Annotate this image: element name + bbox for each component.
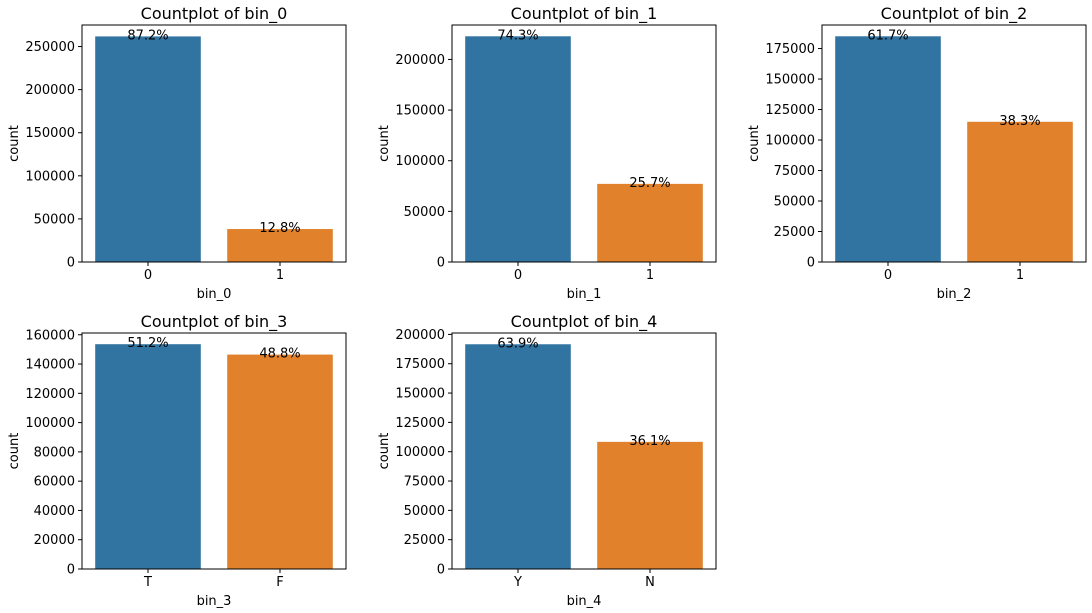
y-tick-label: 150000 bbox=[25, 126, 75, 141]
y-tick-label: 100000 bbox=[395, 445, 445, 460]
y-tick-label: 20000 bbox=[34, 533, 75, 548]
y-tick-label: 250000 bbox=[25, 40, 75, 55]
y-tick-label: 75000 bbox=[404, 475, 445, 490]
axes-frame bbox=[81, 332, 347, 570]
y-tick-label: 60000 bbox=[34, 475, 75, 490]
y-tick-label: 100000 bbox=[395, 154, 445, 169]
chart-title: Countplot of bin_2 bbox=[881, 4, 1028, 24]
y-tick-label: 150000 bbox=[395, 387, 445, 402]
x-axis-label: bin_0 bbox=[197, 287, 232, 302]
x-tick-label: T bbox=[143, 575, 152, 590]
chart-title: Countplot of bin_1 bbox=[511, 4, 658, 24]
y-tick-label: 200000 bbox=[395, 53, 445, 68]
bar-0 bbox=[835, 36, 941, 263]
percent-label: 74.3% bbox=[497, 28, 538, 43]
y-tick-label: 200000 bbox=[25, 83, 75, 98]
x-tick-label: 0 bbox=[514, 268, 522, 283]
chart-title: Countplot of bin_4 bbox=[511, 312, 658, 332]
x-tick-label: 1 bbox=[646, 268, 654, 283]
y-tick-label: 50000 bbox=[34, 212, 75, 227]
x-tick-label: N bbox=[645, 575, 655, 590]
y-tick-label: 200000 bbox=[395, 328, 445, 343]
x-axis-label: bin_3 bbox=[197, 594, 232, 609]
percent-label: 25.7% bbox=[629, 176, 670, 191]
percent-label: 63.9% bbox=[497, 336, 538, 351]
percent-label: 12.8% bbox=[259, 221, 300, 236]
percent-label: 51.2% bbox=[127, 336, 168, 351]
y-tick-label: 50000 bbox=[404, 504, 445, 519]
bar-1 bbox=[227, 229, 333, 262]
subplot-bin_4: 63.9% 36.1% 0 25000 50000 75000 100000 125000 15… bbox=[377, 312, 717, 609]
y-tick-label: 0 bbox=[807, 256, 815, 271]
y-tick-label: 160000 bbox=[25, 328, 75, 343]
axes-frame bbox=[821, 24, 1087, 263]
bar-0 bbox=[95, 36, 201, 262]
y-tick-label: 0 bbox=[437, 563, 445, 578]
x-tick-label: Y bbox=[513, 575, 522, 590]
percent-label: 36.1% bbox=[629, 434, 670, 449]
axes-frame bbox=[81, 24, 347, 263]
y-tick-label: 75000 bbox=[774, 164, 815, 179]
y-tick-label: 120000 bbox=[25, 387, 75, 402]
bar-N bbox=[597, 441, 703, 569]
axes-frame bbox=[451, 24, 717, 263]
y-tick-label: 80000 bbox=[34, 445, 75, 460]
bar-F bbox=[227, 354, 333, 569]
y-axis-label: count bbox=[377, 125, 392, 162]
y-tick-label: 50000 bbox=[404, 205, 445, 220]
y-tick-label: 150000 bbox=[765, 73, 815, 88]
y-tick-label: 0 bbox=[67, 563, 75, 578]
y-axis-label: count bbox=[377, 433, 392, 470]
bar-Y bbox=[465, 344, 571, 569]
percent-label: 61.7% bbox=[867, 28, 908, 43]
x-tick-label: F bbox=[276, 575, 283, 590]
y-tick-label: 50000 bbox=[774, 195, 815, 210]
y-tick-label: 175000 bbox=[765, 42, 815, 57]
y-axis-label: count bbox=[747, 125, 762, 162]
chart-title: Countplot of bin_0 bbox=[141, 4, 288, 24]
y-tick-label: 25000 bbox=[774, 225, 815, 240]
percent-label: 48.8% bbox=[259, 347, 300, 362]
subplot-bin_0: 87.2% 12.8% 0 50000 100000 150000 200000 250000… bbox=[7, 4, 347, 302]
y-tick-label: 0 bbox=[437, 256, 445, 271]
x-tick-label: 0 bbox=[884, 268, 892, 283]
y-tick-label: 125000 bbox=[395, 416, 445, 431]
y-tick-label: 175000 bbox=[395, 357, 445, 372]
y-tick-label: 100000 bbox=[25, 416, 75, 431]
x-tick-label: 1 bbox=[1016, 268, 1024, 283]
axes-frame bbox=[451, 332, 717, 570]
percent-label: 87.2% bbox=[127, 28, 168, 43]
y-tick-label: 100000 bbox=[25, 169, 75, 184]
bar-1 bbox=[967, 121, 1073, 263]
y-axis-label: count bbox=[7, 433, 22, 470]
x-tick-label: 0 bbox=[144, 268, 152, 283]
percent-label: 38.3% bbox=[999, 114, 1040, 129]
bar-0 bbox=[465, 36, 571, 262]
subplot-bin_3: 51.2% 48.8% 0 20000 40000 60000 80000 100000 120… bbox=[7, 312, 347, 609]
bar-T bbox=[95, 344, 201, 569]
subplot-bin_1: 74.3% 25.7% 0 50000 100000 150000 200000 0 1 Coun… bbox=[377, 4, 717, 302]
x-tick-label: 1 bbox=[276, 268, 284, 283]
y-tick-label: 125000 bbox=[765, 103, 815, 118]
y-tick-label: 0 bbox=[67, 256, 75, 271]
bar-1 bbox=[597, 183, 703, 262]
y-tick-label: 150000 bbox=[395, 104, 445, 119]
y-tick-label: 25000 bbox=[404, 533, 445, 548]
chart-title: Countplot of bin_3 bbox=[141, 312, 288, 332]
y-tick-label: 40000 bbox=[34, 504, 75, 519]
x-axis-label: bin_1 bbox=[567, 287, 602, 302]
x-axis-label: bin_2 bbox=[937, 287, 972, 302]
subplot-bin_2: 61.7% 38.3% 0 25000 50000 75000 100000 125000 15… bbox=[747, 4, 1087, 302]
y-tick-label: 140000 bbox=[25, 358, 75, 373]
x-axis-label: bin_4 bbox=[567, 594, 602, 609]
y-axis-label: count bbox=[7, 125, 22, 162]
y-tick-label: 100000 bbox=[765, 134, 815, 149]
